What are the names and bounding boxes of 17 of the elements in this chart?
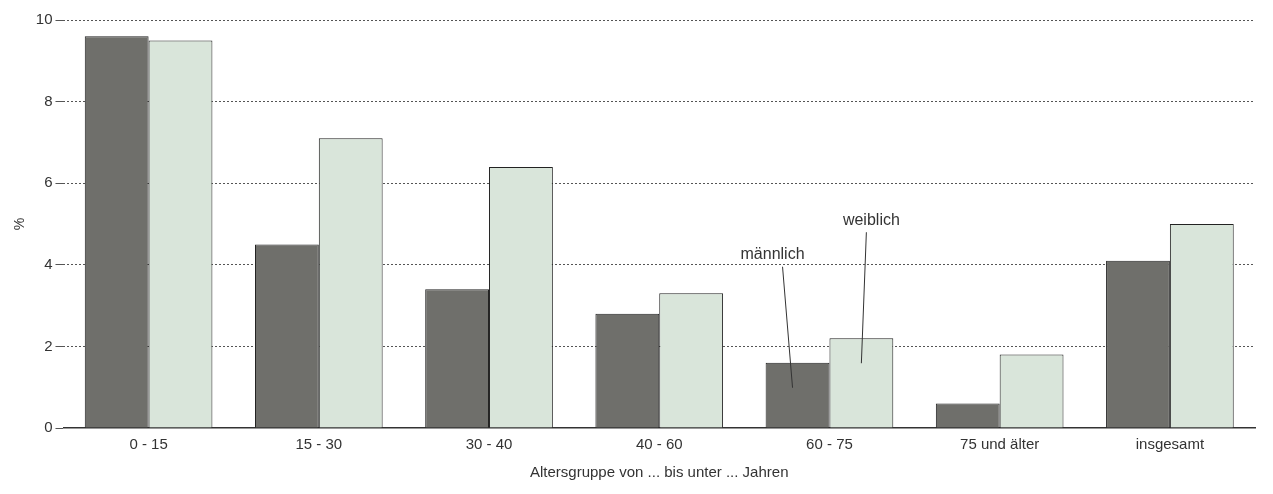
y-tick-label: 0 (44, 418, 53, 436)
y-tick-label: 4 (44, 254, 53, 272)
x-tick-label: 30 - 40 (465, 435, 513, 453)
y-tick-label: 2 (44, 336, 53, 354)
y-tick-label: 10 (35, 10, 53, 28)
text: weiblich (841, 210, 900, 228)
y-tick-label: 8 (44, 91, 53, 109)
x-tick-label: 75 und älter (960, 435, 1040, 453)
x-tick-label: 60 - 75 (806, 435, 853, 453)
text: männlich (740, 245, 805, 263)
x-tick-label: insgesamt (1135, 435, 1205, 453)
x-tick-label: 15 - 30 (295, 435, 343, 453)
x-tick-label: 0 - 15 (129, 435, 168, 453)
y-axis-title: % (11, 217, 28, 231)
x-tick-label: 40 - 60 (635, 435, 683, 453)
y-tick-label: 6 (44, 173, 53, 191)
x-axis-title: Altersgruppe von ... bis unter ... Jahren (530, 463, 789, 481)
